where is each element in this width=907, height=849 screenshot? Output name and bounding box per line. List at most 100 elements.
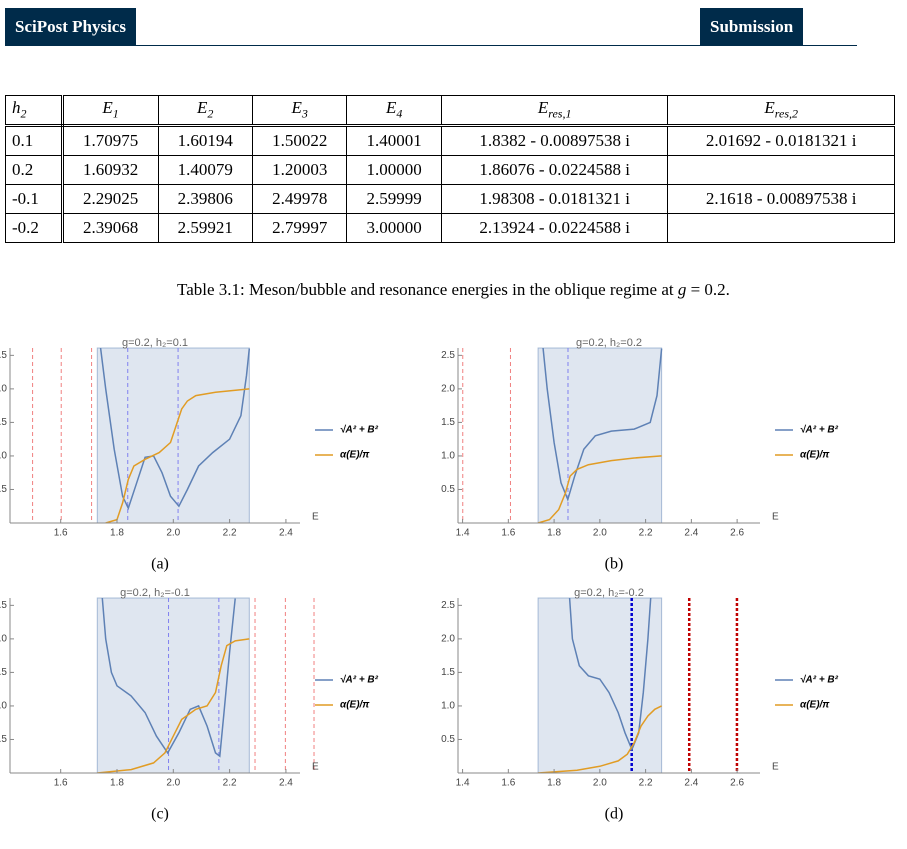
x-tick-label: 2.4 xyxy=(279,778,293,789)
table-row: -0.2 2.39068 2.59921 2.79997 3.00000 2.13924 … xyxy=(5,213,895,243)
header-subscript: res,2 xyxy=(774,106,799,121)
x-tick-label: 2.2 xyxy=(639,528,653,539)
subfigure-label: (b) xyxy=(605,556,624,573)
y-tick-label: 1.0 xyxy=(441,451,455,462)
subfigure-label: (c) xyxy=(151,806,169,823)
legend-label: α(E)/π xyxy=(340,450,370,461)
x-tick-label: 1.6 xyxy=(501,778,515,789)
column-header: Eres,2 xyxy=(667,95,895,127)
y-tick-label: 2.5 xyxy=(441,350,455,361)
header-symbol: E xyxy=(385,98,397,118)
y-tick-label: 2.0 xyxy=(0,384,7,395)
table-cell: 1.00000 xyxy=(346,155,442,185)
header-subscript: 1 xyxy=(112,106,119,121)
plot: √A² + B² α(E)/π 0.5 1.0 1.5 2.0 2.5 1.4 1.6 1.8 2.… xyxy=(441,587,839,823)
header-symbol: E xyxy=(291,98,302,118)
plot: √A² + B² α(E)/π 0.5 1.0 1.5 2.0 2.5 1.6 1.8 2.0 2.… xyxy=(0,587,379,823)
subfigure-label: (a) xyxy=(151,556,169,573)
header-symbol: E xyxy=(764,98,775,118)
chart-title: g=0.2, h₂=0.1 xyxy=(122,337,188,349)
x-tick-label: 2.0 xyxy=(166,528,180,539)
series-line xyxy=(568,598,652,752)
table-cell: 1.8382 - 0.00897538 i xyxy=(440,125,669,156)
y-tick-label: 0.5 xyxy=(0,484,7,495)
header-subscript: 2 xyxy=(207,106,214,121)
table-cell: 0.2 xyxy=(5,155,64,185)
column-header: E1 xyxy=(61,95,159,127)
column-header: Eres,1 xyxy=(440,95,669,127)
series-line xyxy=(537,455,662,523)
header-symbol: E xyxy=(197,98,208,118)
series-line xyxy=(99,348,251,511)
header-symbol: E xyxy=(537,98,549,118)
x-tick-label: 2.4 xyxy=(279,528,293,539)
table-cell: 2.13924 - 0.0224588 i xyxy=(440,213,669,243)
x-tick-label: 1.8 xyxy=(547,778,561,789)
table-cell: 2.39068 xyxy=(61,213,159,243)
legend-label: α(E)/π xyxy=(340,700,370,711)
y-tick-label: 2.5 xyxy=(0,600,7,611)
x-axis-label: E xyxy=(772,762,779,773)
table-cell: 2.1618 - 0.00897538 i xyxy=(667,184,895,214)
series-line xyxy=(542,348,663,502)
x-tick-label: 1.4 xyxy=(456,528,470,539)
subfigure-label: (d) xyxy=(605,806,624,823)
chart-title: g=0.2, h₂=-0.2 xyxy=(574,587,644,599)
x-tick-label: 1.8 xyxy=(547,528,561,539)
x-tick-label: 1.6 xyxy=(501,528,515,539)
table-cell xyxy=(667,155,895,185)
x-axis-label: E xyxy=(772,512,779,523)
series-line xyxy=(538,705,662,773)
series-line xyxy=(105,388,250,523)
x-tick-label: 2.2 xyxy=(639,778,653,789)
table-cell xyxy=(667,213,895,243)
band xyxy=(537,597,663,774)
y-tick-label: 2.0 xyxy=(441,384,455,395)
caption-text: = 0.2. xyxy=(686,280,730,299)
x-axis-label: E xyxy=(312,762,319,773)
y-tick-label: 0.5 xyxy=(441,484,455,495)
x-tick-label: 2.4 xyxy=(684,528,698,539)
x-tick-label: 2.0 xyxy=(166,778,180,789)
header-subscript: 3 xyxy=(301,106,308,121)
plot: √A² + B² α(E)/π 0.5 1.0 1.5 2.0 2.5 1.4 1.6 1.8 2.… xyxy=(441,337,839,573)
y-tick-label: 1.5 xyxy=(0,667,7,678)
x-tick-label: 1.8 xyxy=(110,778,124,789)
table-cell: -0.2 xyxy=(5,213,64,243)
chart-title: g=0.2, h₂=-0.1 xyxy=(120,587,190,599)
header-symbol: E xyxy=(102,98,113,118)
table-cell: 2.79997 xyxy=(251,213,348,243)
header-symbol: h xyxy=(12,98,21,118)
y-tick-label: 0.5 xyxy=(441,734,455,745)
caption-text: Table 3.1: Meson/bubble and resonance en… xyxy=(177,280,678,299)
header-subscript: 4 xyxy=(396,106,403,121)
header-rule xyxy=(5,45,857,46)
series-line xyxy=(101,598,236,758)
column-header: h2 xyxy=(5,95,64,127)
legend-label: √A² + B² xyxy=(340,425,379,436)
band xyxy=(537,347,663,524)
y-tick-label: 1.5 xyxy=(0,417,7,428)
y-tick-label: 2.5 xyxy=(0,350,7,361)
y-tick-label: 2.0 xyxy=(0,634,7,645)
x-tick-label: 2.6 xyxy=(730,528,744,539)
caption-var: g xyxy=(677,280,687,299)
y-tick-label: 0.5 xyxy=(0,734,7,745)
x-tick-label: 2.2 xyxy=(223,778,237,789)
x-tick-label: 2.2 xyxy=(223,528,237,539)
x-tick-label: 1.6 xyxy=(54,778,68,789)
x-tick-label: 2.0 xyxy=(593,778,607,789)
legend-label: √A² + B² xyxy=(340,675,379,686)
y-tick-label: 1.0 xyxy=(0,701,7,712)
legend-label: α(E)/π xyxy=(800,700,830,711)
table-cell: 0.1 xyxy=(5,125,64,156)
y-tick-label: 1.0 xyxy=(441,701,455,712)
column-header: E4 xyxy=(346,95,442,127)
journal-name: SciPost Physics xyxy=(5,8,136,45)
table-cell: 3.00000 xyxy=(346,213,442,243)
energy-table: h2 E1 E2 E3 E4 Eres,1 Eres,2 0.1 1.70975 1.60194 1… xyxy=(5,95,895,243)
column-header: E2 xyxy=(157,95,253,127)
legend-label: √A² + B² xyxy=(800,675,839,686)
